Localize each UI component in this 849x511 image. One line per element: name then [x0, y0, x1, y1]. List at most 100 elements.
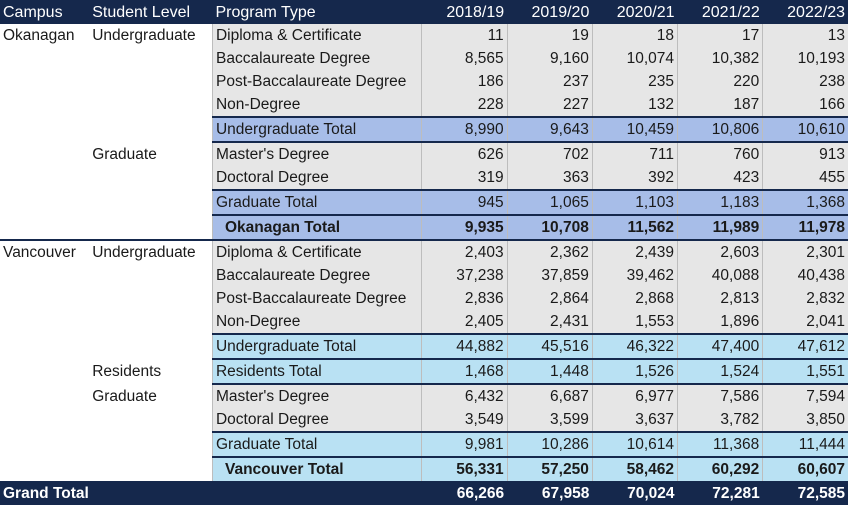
program-cell: Post-Baccalaureate Degree [211, 70, 422, 93]
campus-cell [0, 384, 90, 408]
level-cell: Graduate [89, 384, 213, 408]
campus-cell [0, 190, 90, 215]
program-cell: Master's Degree [211, 142, 422, 166]
value-cell: 57,250 [506, 456, 593, 481]
level-cell [89, 310, 213, 334]
value-cell: 3,782 [677, 408, 763, 432]
value-cell: 19 [506, 24, 593, 47]
header-program-type: Program Type [212, 0, 422, 24]
value-cell: 2,603 [677, 239, 763, 264]
value-cell: 44,882 [421, 333, 508, 360]
value-cell: 11,562 [591, 214, 678, 240]
level-cell [89, 264, 213, 287]
table-row: Non-Degree 2,405 2,431 1,553 1,896 2,041 [0, 310, 848, 334]
value-cell: 1,551 [762, 359, 848, 385]
value-cell: 626 [421, 142, 508, 166]
campus-cell [0, 93, 90, 117]
level-cell [89, 432, 213, 457]
value-cell: 2,864 [506, 287, 593, 310]
value-cell: 319 [421, 166, 508, 190]
value-cell: 2,362 [506, 239, 593, 264]
level-cell [89, 457, 213, 481]
value-cell: 2,431 [506, 310, 593, 334]
value-cell: 18 [591, 24, 678, 47]
value-cell: 37,859 [506, 264, 593, 287]
value-cell: 10,614 [591, 431, 678, 457]
program-cell: Baccalaureate Degree [211, 47, 422, 70]
value-cell: 187 [677, 93, 763, 117]
value-cell: 10,193 [762, 47, 848, 70]
program-cell: Master's Degree [211, 384, 422, 408]
value-cell: 11 [421, 24, 508, 47]
grand-total-value: 72,281 [677, 481, 763, 505]
level-cell: Undergraduate [89, 239, 213, 264]
value-cell: 760 [677, 142, 763, 166]
level-cell [89, 93, 213, 117]
value-cell: 3,850 [762, 408, 848, 432]
value-cell: 58,462 [591, 456, 678, 481]
value-cell: 9,643 [506, 116, 593, 143]
level-cell [89, 334, 213, 359]
header-campus: Campus [0, 0, 90, 24]
campus-cell [0, 47, 90, 70]
table-row: Vancouver Undergraduate Diploma & Certif… [0, 239, 848, 264]
program-cell: Graduate Total [211, 189, 422, 215]
header-year: 2018/19 [421, 0, 508, 24]
table-row: Baccalaureate Degree 37,238 37,859 39,46… [0, 264, 848, 287]
campus-cell: Okanagan [0, 24, 90, 47]
campus-cell [0, 457, 90, 481]
campus-cell [0, 310, 90, 334]
value-cell: 6,977 [591, 384, 678, 408]
value-cell: 363 [506, 166, 593, 190]
campus-cell [0, 334, 90, 359]
table-row: Graduate Master's Degree 6,432 6,687 6,9… [0, 384, 848, 408]
program-cell: Undergraduate Total [211, 333, 422, 360]
header-year: 2020/21 [592, 0, 678, 24]
value-cell: 455 [762, 166, 848, 190]
campus-total-row: Vancouver Total 56,331 57,250 58,462 60,… [0, 456, 848, 481]
campus-cell [0, 359, 90, 384]
value-cell: 10,610 [762, 116, 848, 143]
level-cell: Undergraduate [89, 24, 213, 47]
value-cell: 7,594 [762, 384, 848, 408]
program-cell: Post-Baccalaureate Degree [211, 287, 422, 310]
value-cell: 2,836 [421, 287, 508, 310]
grand-total-row: Grand Total 66,266 67,958 70,024 72,281 … [0, 481, 848, 505]
grand-total-value: 70,024 [592, 481, 678, 505]
campus-cell [0, 264, 90, 287]
value-cell: 2,403 [421, 239, 508, 264]
header-year: 2021/22 [677, 0, 763, 24]
level-cell [89, 190, 213, 215]
value-cell: 1,448 [506, 359, 593, 385]
level-cell [89, 70, 213, 93]
header-row: Campus Student Level Program Type 2018/1… [0, 0, 848, 24]
subtotal-row: Undergraduate Total 8,990 9,643 10,459 1… [0, 116, 848, 143]
level-cell [89, 287, 213, 310]
value-cell: 39,462 [591, 264, 678, 287]
value-cell: 10,708 [506, 214, 593, 240]
value-cell: 2,439 [591, 239, 678, 264]
level-cell [89, 408, 213, 432]
value-cell: 1,103 [591, 189, 678, 215]
value-cell: 9,935 [421, 214, 508, 240]
value-cell: 1,524 [677, 359, 763, 385]
value-cell: 1,468 [421, 359, 508, 385]
value-cell: 913 [762, 142, 848, 166]
value-cell: 6,687 [506, 384, 593, 408]
value-cell: 40,088 [677, 264, 763, 287]
value-cell: 166 [762, 93, 848, 117]
table-row: Post-Baccalaureate Degree 186 237 235 22… [0, 70, 848, 93]
program-cell: Undergraduate Total [211, 116, 422, 143]
grand-total-value: 72,585 [762, 481, 848, 505]
program-cell: Doctoral Degree [211, 166, 422, 190]
value-cell: 47,612 [762, 333, 848, 360]
value-cell: 220 [677, 70, 763, 93]
program-cell: Residents Total [211, 359, 422, 385]
value-cell: 10,286 [506, 431, 593, 457]
value-cell: 7,586 [677, 384, 763, 408]
value-cell: 1,368 [762, 189, 848, 215]
program-cell: Okanagan Total [211, 214, 422, 240]
value-cell: 11,444 [762, 431, 848, 457]
value-cell: 40,438 [762, 264, 848, 287]
